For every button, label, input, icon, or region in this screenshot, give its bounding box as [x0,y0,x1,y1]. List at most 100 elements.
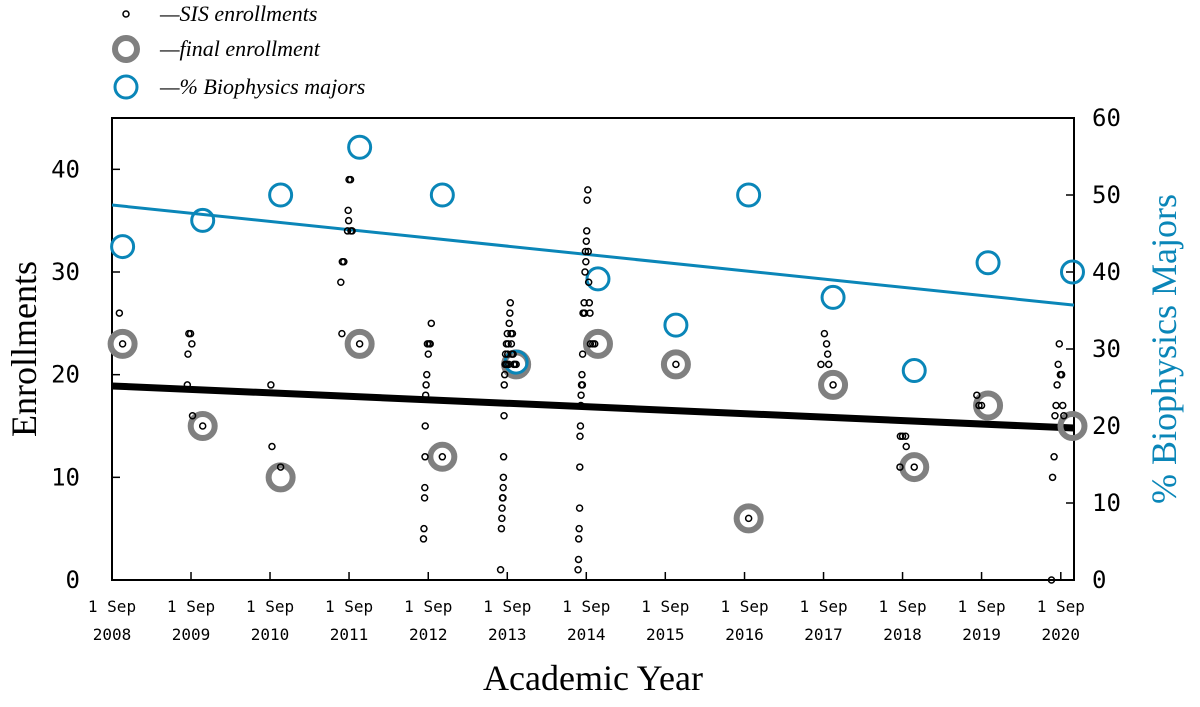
sis-enrollment-point [975,401,983,410]
sis-enrollment-point [344,206,352,215]
sis-enrollment-point [576,422,585,430]
final-enrollment-point [899,452,930,483]
y2-tick-label: 40 [1092,258,1121,286]
x-tick-label-year: 2011 [330,625,369,644]
sis-enrollment-point [1055,340,1064,348]
biophysics-pct-point [110,234,136,260]
sis-enrollment-point [820,329,829,338]
sis-enrollment-point [188,411,197,420]
sis-enrollment-point [1050,453,1058,461]
sis-enrollment-point [198,422,207,430]
x-tick-label-year: 2018 [883,625,922,644]
sis-enrollment-point [508,329,517,338]
y-tick-label: 20 [51,361,80,389]
x-tick-label-day: 1 Sep [483,597,531,616]
sis-enrollment-point [1051,411,1059,420]
sis-enrollment-point [419,535,428,543]
sis-enrollment-point [578,381,587,389]
sis-enrollment-point [586,309,594,317]
final-enrollment-point [187,411,218,441]
biophysics-pct-point [190,207,216,233]
sis-enrollment-point [340,257,348,266]
y2-tick-label: 0 [1092,566,1106,594]
y2-tick-label: 60 [1092,104,1121,132]
sis-enrollment-point [672,360,680,369]
x-tick-label-day: 1 Sep [325,597,373,616]
sis-enrollment-point [577,401,585,410]
legend-pct-marker [113,74,139,100]
sis-enrollment-point [499,453,508,461]
sis-enrollment-point [438,453,447,461]
x-tick-label-day: 1 Sep [1037,597,1085,616]
sis-enrollment-point [910,463,918,471]
sis-enrollment-point [586,340,595,348]
sis-enrollment-point [506,309,514,317]
sis-enrollment-point [500,381,508,389]
sis-enrollment-point [584,186,592,194]
sis-enrollment-point [575,504,584,512]
sis-enrollment-point [188,340,196,348]
sis-enrollment-point [427,319,436,328]
sis-enrollment-point [824,360,833,369]
sis-enrollment-point [424,350,433,358]
sis-enrollment-point [1058,401,1067,410]
x-tick-label-day: 1 Sep [957,597,1005,616]
sis-enrollment-point [1054,360,1062,369]
sis-enrollment-point [420,524,428,533]
biophysics-pct-point [901,358,927,384]
sis-enrollment-point [267,381,275,389]
x-tick-label-day: 1 Sep [799,597,847,616]
x-tick-label-year: 2020 [1042,625,1081,644]
final-enrollment-point [265,462,296,493]
sis-enrollment-point [896,463,904,471]
sis-enrollment-point [497,524,506,533]
sis-enrollment-point [337,278,345,287]
sis-enrollment-point [1060,411,1068,420]
sis-enrollment-point [829,381,837,389]
x-tick-label-year: 2016 [725,625,764,644]
final-enrollment-point [818,369,849,400]
sis-enrollment-point [901,432,910,441]
sis-enrollment-point [817,360,825,369]
sis-enrollment-point [276,463,285,471]
sis-enrollment-point [582,257,590,266]
sis-enrollment-point [575,524,583,533]
sis-enrollment-point [578,350,587,358]
sis-enrollment-point [504,340,512,348]
y-tick-label: 0 [66,566,80,594]
x-tick-label-day: 1 Sep [878,597,926,616]
sis-enrollment-point [421,422,429,430]
sis-enrollment-point [580,299,588,307]
y-tick-label: 40 [51,155,80,183]
biophysics-pct-point [1059,259,1085,285]
sis-enrollment-point [1053,381,1061,389]
x-tick-label-year: 2010 [251,625,290,644]
sis-enrollment-point [584,278,593,287]
sis-enrollment-point [585,299,594,307]
sis-enrollment-point [574,565,582,574]
legend-final-marker [112,35,140,63]
sis-enrollment-point [577,391,585,399]
biophysics-pct-point [268,182,294,208]
sis-enrollment-point [499,473,508,482]
biophysics-pct-point [736,182,762,208]
sis-enrollment-point [1048,473,1057,482]
sis-enrollment-point [898,432,907,441]
final-enrollment-point [1057,411,1088,441]
sis-enrollment-point [426,340,434,348]
sis-enrollment-point [973,391,981,399]
x-tick-label-year: 2009 [172,625,211,644]
sis-enrollment-point [509,350,517,358]
sis-enrollment-point [348,227,356,235]
final-enrollment-point [427,441,458,472]
sis-enrollment-point [574,555,583,564]
x-tick-label-day: 1 Sep [167,597,215,616]
sis-enrollment-point [583,196,591,204]
sis-enrollment-point [499,483,507,492]
x-tick-label-year: 2015 [646,625,685,644]
sis-enrollment-point [823,350,832,358]
sis-enrollment-point [512,360,520,369]
sis-enrollment-point [338,329,346,338]
sis-enrollment-point [977,401,986,410]
sis-enrollment-point [581,268,589,276]
